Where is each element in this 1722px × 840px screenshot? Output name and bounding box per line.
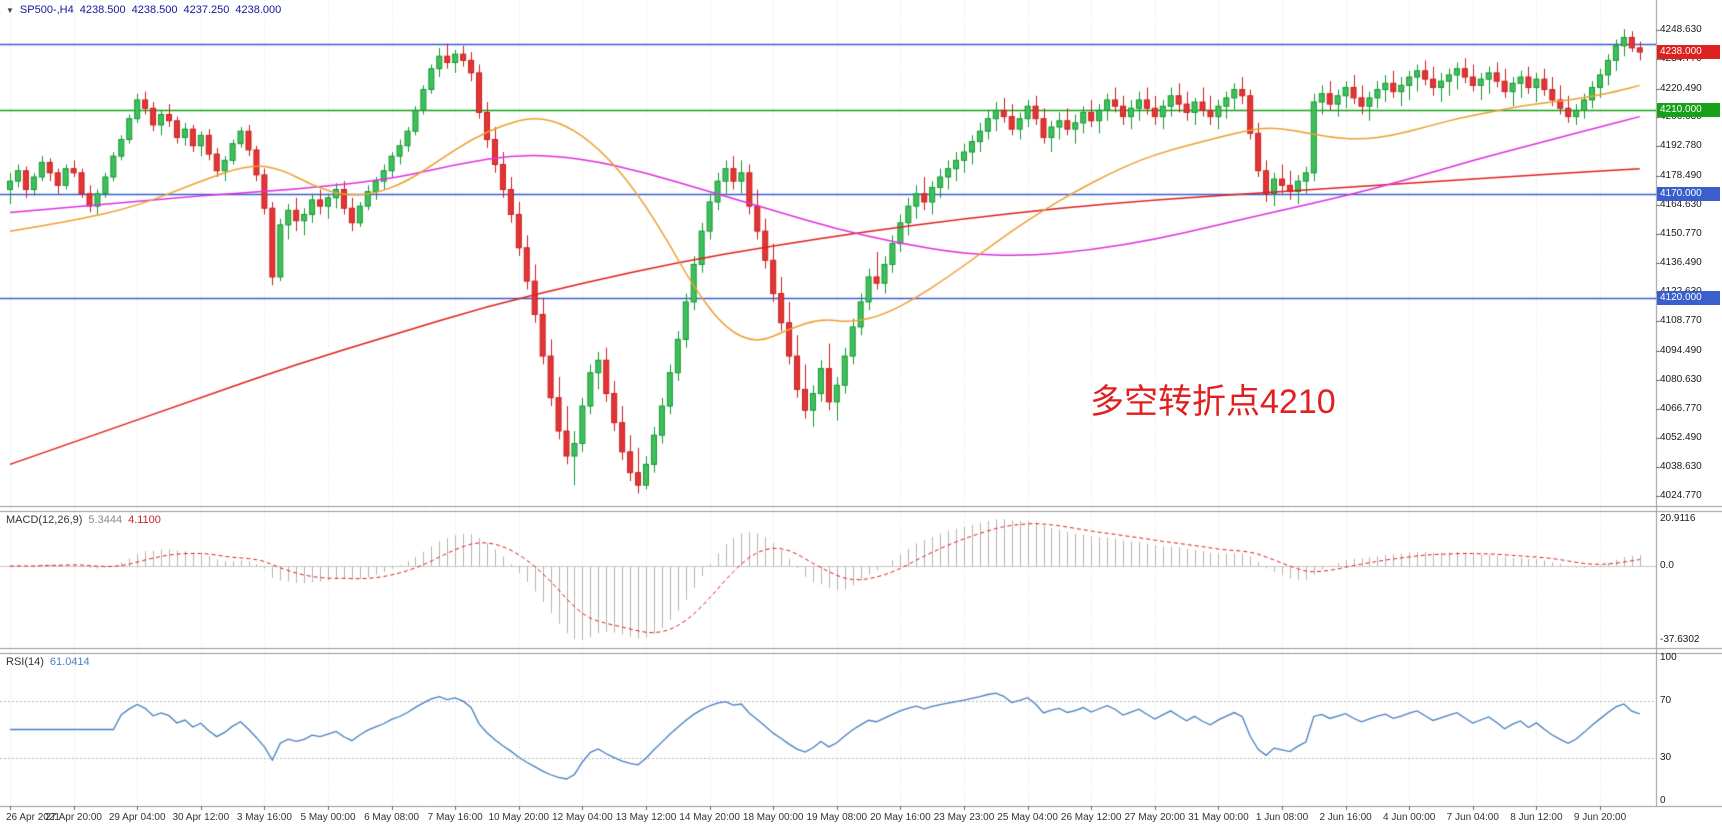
time-axis-label: 13 May 12:00 <box>615 812 677 823</box>
time-axis-label: 26 May 12:00 <box>1060 812 1122 823</box>
price-tick-label: 4108.770 <box>1660 315 1702 327</box>
time-axis-label: 2 Jun 16:00 <box>1319 812 1372 823</box>
price-badge-4210.000: 4210.000 <box>1657 103 1720 118</box>
price-tick-label: 4136.490 <box>1660 257 1702 269</box>
rsi-tick-label: 0 <box>1660 795 1666 806</box>
price-badge-4120.000: 4120.000 <box>1657 290 1720 305</box>
time-axis-label: 14 May 20:00 <box>679 812 740 823</box>
price-badge-4170.000: 4170.000 <box>1657 186 1720 201</box>
price-tick-label: 4150.770 <box>1660 227 1702 239</box>
chart-header: ▼ SP500-,H4 4238.500 4238.500 4237.250 4… <box>6 4 281 16</box>
time-axis-label: 12 May 04:00 <box>552 812 613 823</box>
time-axis-label: 20 May 16:00 <box>870 812 931 823</box>
time-axis-label: 10 May 20:00 <box>488 812 550 823</box>
time-axis-label: 6 May 08:00 <box>364 812 420 823</box>
price-tick-label: 4080.630 <box>1660 373 1702 385</box>
time-axis-label: 5 May 00:00 <box>300 812 356 823</box>
time-axis-label: 19 May 08:00 <box>806 812 868 823</box>
rsi-indicator-label: RSI(14) 61.0414 <box>6 656 90 668</box>
time-axis-label: 31 May 00:00 <box>1188 812 1249 823</box>
price-tick-label: 4220.490 <box>1660 82 1702 94</box>
price-tick-label: 4024.770 <box>1660 490 1702 502</box>
rsi-name: RSI(14) <box>6 656 44 668</box>
macd-max-label: 20.9116 <box>1660 513 1696 524</box>
time-axis-label: 1 Jun 08:00 <box>1255 812 1309 823</box>
time-axis-label: 23 May 23:00 <box>933 812 995 823</box>
macd-indicator-label: MACD(12,26,9) 5.3444 4.1100 <box>6 514 161 526</box>
ohlc-low-value: 4237.250 <box>183 4 230 16</box>
ohlc-high-value: 4238.500 <box>131 4 178 16</box>
time-axis-label: 30 Apr 12:00 <box>172 812 230 823</box>
time-axis-label: 27 May 20:00 <box>1124 812 1186 823</box>
price-tick-label: 4164.630 <box>1660 198 1702 210</box>
time-axis-label: 26 Apr 2021 <box>6 812 60 823</box>
price-badge-4238.000: 4238.000 <box>1657 45 1720 60</box>
rsi-tick-label: 70 <box>1660 694 1672 706</box>
ohlc-open-value: 4238.500 <box>79 4 126 16</box>
rsi-tick-label: 100 <box>1660 652 1677 663</box>
macd-name: MACD(12,26,9) <box>6 514 83 526</box>
macd-zero-label: 0.0 <box>1660 560 1674 572</box>
time-axis-label: 29 Apr 04:00 <box>108 812 166 823</box>
macd-main-value: 5.3444 <box>88 514 123 526</box>
symbol-timeframe-label: SP500-,H4 <box>19 4 74 16</box>
macd-min-label: -37.6302 <box>1660 634 1700 645</box>
time-axis-label: 9 Jun 20:00 <box>1573 812 1627 823</box>
time-axis-label: 27 Apr 20:00 <box>45 812 102 823</box>
price-tick-label: 4248.630 <box>1660 23 1702 35</box>
chart-annotation-text[interactable]: 多空转折点4210 <box>1090 383 1336 421</box>
price-tick-label: 4192.780 <box>1660 140 1702 152</box>
price-tick-label: 4178.490 <box>1660 169 1702 181</box>
time-axis-label: 4 Jun 00:00 <box>1383 812 1436 823</box>
price-tick-label: 4066.770 <box>1660 402 1702 414</box>
time-axis-label: 25 May 04:00 <box>997 812 1058 823</box>
price-tick-label: 4038.630 <box>1660 461 1702 473</box>
time-axis-label: 18 May 00:00 <box>742 812 804 823</box>
price-tick-label: 4094.490 <box>1660 344 1702 356</box>
rsi-value: 61.0414 <box>49 656 90 668</box>
macd-signal-value: 4.1100 <box>128 514 161 526</box>
time-axis-label: 7 Jun 04:00 <box>1446 812 1499 823</box>
rsi-tick-label: 30 <box>1660 752 1672 764</box>
time-axis-label: 7 May 16:00 <box>427 812 483 823</box>
collapse-triangle-icon[interactable]: ▼ <box>6 5 14 15</box>
ohlc-close-value: 4238.000 <box>235 4 282 16</box>
price-tick-label: 4052.490 <box>1660 432 1702 444</box>
time-axis-label: 3 May 16:00 <box>236 812 292 823</box>
time-axis-label: 8 Jun 12:00 <box>1510 812 1563 823</box>
